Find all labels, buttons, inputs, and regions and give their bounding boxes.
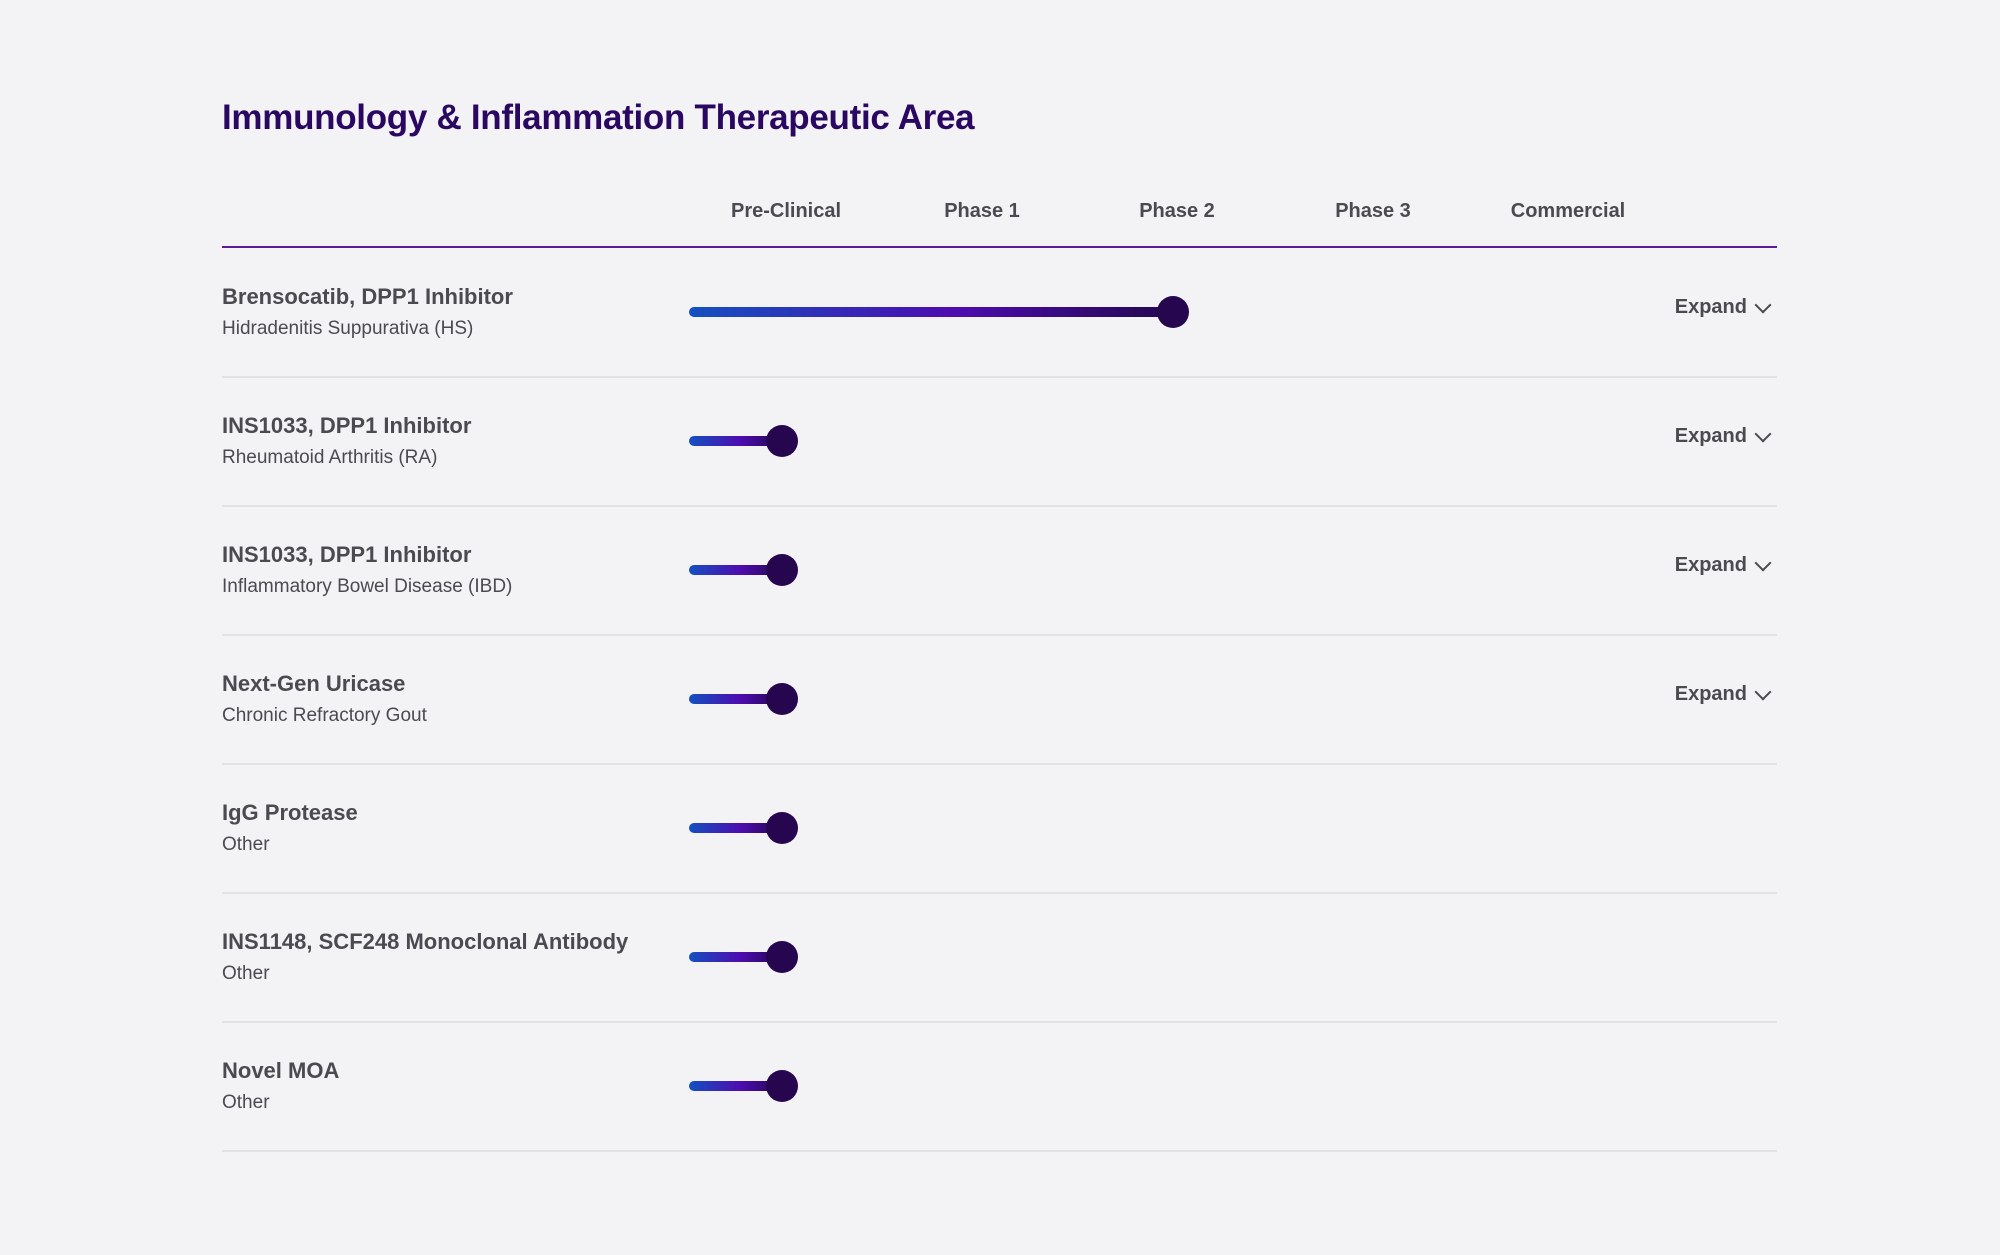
chevron-down-icon — [1754, 554, 1772, 571]
chevron-down-icon — [1754, 296, 1772, 313]
progress-bar — [689, 1081, 782, 1091]
pipeline-row: Novel MOA Other — [222, 1022, 1777, 1152]
progress-bar — [689, 436, 782, 446]
expand-button[interactable]: Expand — [1674, 296, 1772, 319]
drug-name: Next-Gen Uricase — [222, 671, 406, 696]
expand-label: Expand — [1674, 683, 1747, 705]
expand-label: Expand — [1674, 425, 1747, 447]
drug-name: INS1033, DPP1 Inhibitor — [222, 413, 472, 438]
phase-column-phase-2: Phase 2 — [1139, 200, 1215, 222]
progress-knob — [766, 1070, 798, 1102]
expand-button[interactable]: Expand — [1674, 683, 1772, 706]
pipeline-row: IgG Protease Other — [222, 764, 1777, 894]
drug-name: Novel MOA — [222, 1058, 340, 1083]
drug-name: IgG Protease — [222, 800, 358, 825]
drug-name: INS1148, SCF248 Monoclonal Antibody — [222, 929, 629, 954]
indication: Rheumatoid Arthritis (RA) — [222, 447, 438, 468]
expand-button[interactable]: Expand — [1674, 425, 1772, 448]
indication: Hidradenitis Suppurativa (HS) — [222, 318, 474, 339]
expand-button[interactable]: Expand — [1674, 554, 1772, 577]
progress-knob — [766, 425, 798, 457]
progress-bar — [689, 307, 1173, 317]
indication: Other — [222, 1092, 270, 1113]
chevron-down-icon — [1754, 425, 1772, 442]
indication: Other — [222, 963, 270, 984]
drug-name: Brensocatib, DPP1 Inhibitor — [222, 284, 513, 309]
phase-column-commercial: Commercial — [1510, 200, 1626, 222]
progress-bar — [689, 694, 782, 704]
progress-knob — [766, 812, 798, 844]
indication: Inflammatory Bowel Disease (IBD) — [222, 576, 513, 597]
indication: Other — [222, 834, 270, 855]
pipeline-row: Brensocatib, DPP1 Inhibitor Hidradenitis… — [222, 248, 1777, 378]
phase-column-pre-clinical: Pre-Clinical — [730, 200, 842, 222]
phase-column-phase-3: Phase 3 — [1335, 200, 1411, 222]
progress-knob — [1157, 296, 1189, 328]
phase-header: Pre-Clinical Phase 1 Phase 2 Phase 3 Commerc… — [222, 190, 1777, 248]
page-title: Immunology & Inflammation Therapeutic Ar… — [222, 98, 975, 137]
expand-label: Expand — [1674, 554, 1747, 576]
progress-knob — [766, 941, 798, 973]
progress-knob — [766, 683, 798, 715]
progress-bar — [689, 565, 782, 575]
pipeline-row: INS1033, DPP1 Inhibitor Rheumatoid Arthr… — [222, 377, 1777, 507]
phase-column-phase-1: Phase 1 — [944, 200, 1020, 222]
pipeline-row: INS1033, DPP1 Inhibitor Inflammatory Bow… — [222, 506, 1777, 636]
progress-bar — [689, 952, 782, 962]
progress-bar — [689, 823, 782, 833]
indication: Chronic Refractory Gout — [222, 705, 427, 726]
progress-knob — [766, 554, 798, 586]
pipeline-row: INS1148, SCF248 Monoclonal Antibody Othe… — [222, 893, 1777, 1023]
expand-label: Expand — [1674, 296, 1747, 318]
drug-name: INS1033, DPP1 Inhibitor — [222, 542, 472, 567]
chevron-down-icon — [1754, 683, 1772, 700]
pipeline-row: Next-Gen Uricase Chronic Refractory Gout… — [222, 635, 1777, 765]
